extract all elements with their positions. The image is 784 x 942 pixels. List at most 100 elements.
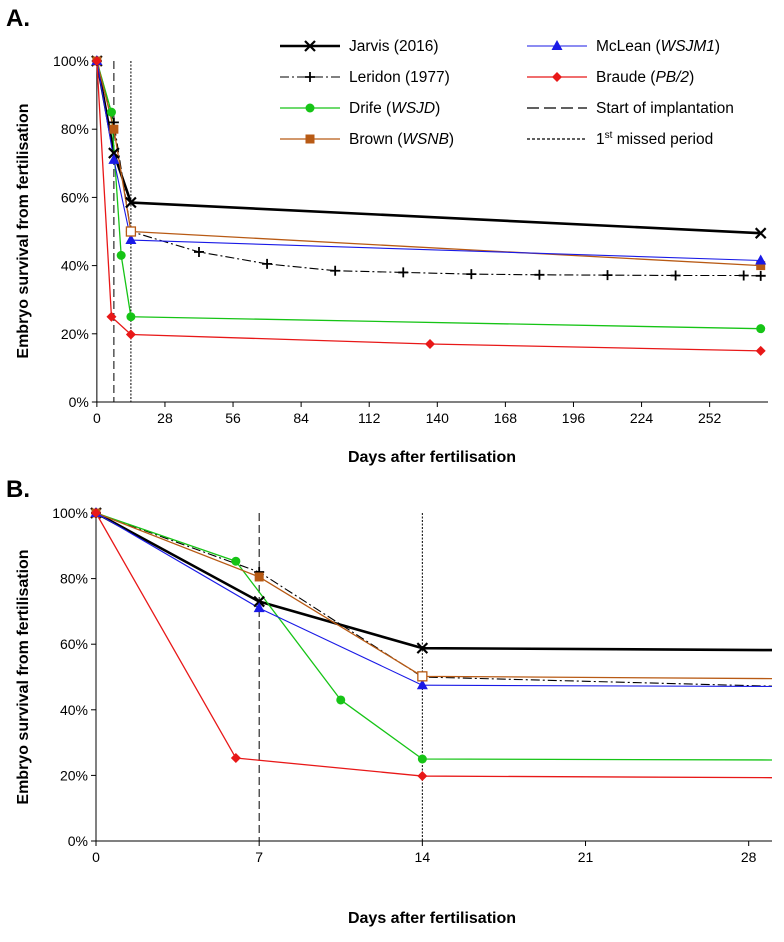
panel-b-y-axis-title: Embryo survival from fertilisation <box>15 549 32 804</box>
legend-label-drife: Drife (WSJD) <box>349 100 440 117</box>
legend-marker-mclean <box>551 40 563 50</box>
panel-a-x-tick-label: 252 <box>698 410 722 426</box>
panel-b-brown-point-hollow <box>417 671 428 682</box>
panel-b-jarvis-point <box>416 642 429 654</box>
panel-a-braude-point <box>425 339 435 350</box>
panel-a-mclean-point <box>108 153 120 164</box>
panel-b-y-tick-label: 100% <box>52 505 88 521</box>
panel-b-letter: B. <box>6 476 30 503</box>
panel-b-brown-point <box>254 572 264 582</box>
panel-a-x-tick-label: 140 <box>426 410 450 426</box>
panel-a-drife-point <box>756 324 766 334</box>
panel-a-leridon-point <box>602 270 613 281</box>
panel-a-jarvis-point <box>108 147 120 159</box>
panel-a-x-tick-label: 84 <box>293 410 309 426</box>
panel-a-drife-point <box>126 312 136 322</box>
panel-a-brown-line <box>96 60 761 267</box>
panel-a-brown-point-hollow <box>125 226 137 237</box>
panel-b-mclean-line <box>95 512 773 688</box>
panel-b-drife-point <box>231 556 241 566</box>
panel-a-y-axis-title: Embryo survival from fertilisation <box>15 103 32 358</box>
panel-a-leridon-point <box>738 270 749 281</box>
panel-b-y-tick-label: 0% <box>68 833 88 849</box>
panel-b-braude-line <box>95 512 773 779</box>
legend-label-jarvis: Jarvis (2016) <box>349 38 439 55</box>
legend-marker-drife <box>305 103 315 113</box>
panel-a-x-tick-label: 224 <box>630 410 654 426</box>
panel-a-leridon-point <box>670 270 681 281</box>
panel-b-plot: 0% 20% 40% 60% 80% 100% 0 7 14 21 28 <box>52 505 773 865</box>
legend: Jarvis (2016) Leridon (1977) Drife (WSJD) B… <box>280 38 734 148</box>
legend-item-mclean: McLean (WSJM1) <box>527 38 720 55</box>
panel-a-plot: 0% 20% 40% 60% 80% 100% 0 28 56 84 112 140 168 196 224… <box>53 53 768 426</box>
panel-b-braude-point <box>91 508 101 518</box>
panel-b-mclean-point <box>416 679 428 690</box>
panel-b-leridon-line <box>95 512 773 687</box>
panel-b: B. Embryo survival from fertilisation Da… <box>6 476 773 927</box>
legend-label-leridon: Leridon (1977) <box>349 69 450 86</box>
panel-a-braude-point <box>755 345 766 356</box>
panel-a-mclean-point <box>125 234 137 245</box>
panel-b-x-tick-label: 14 <box>415 849 431 865</box>
panel-a-x-tick-label: 112 <box>358 410 381 426</box>
legend-item-missed: 1st missed period <box>527 130 713 148</box>
legend-marker-leridon <box>305 72 315 82</box>
panel-b-drife-point <box>417 754 427 764</box>
panel-a-leridon-point <box>755 270 766 281</box>
legend-item-jarvis: Jarvis (2016) <box>280 38 439 55</box>
panel-a-jarvis-point <box>125 196 137 209</box>
legend-item-brown: Brown (WSNB) <box>280 131 454 148</box>
panel-a: A. Embryo survival from fertilisation Da… <box>6 5 768 466</box>
panel-b-y-tick-label: 20% <box>60 767 88 783</box>
panel-a-jarvis-point <box>754 227 767 239</box>
panel-a-braude-point <box>91 56 102 66</box>
panel-a-letter: A. <box>6 5 30 32</box>
legend-item-braude: Braude (PB/2) <box>527 69 694 86</box>
panel-b-mclean-point <box>253 602 265 613</box>
panel-b-drife-point <box>336 695 346 705</box>
panel-a-leridon-line <box>96 60 761 277</box>
panel-a-leridon-point <box>534 269 545 280</box>
panel-a-x-tick-label: 56 <box>225 410 241 426</box>
panel-b-x-axis-title: Days after fertilisation <box>348 910 516 927</box>
panel-a-x-tick-label: 0 <box>93 410 101 426</box>
panel-b-y-tick-label: 80% <box>60 571 88 587</box>
panel-a-x-tick-label: 196 <box>562 410 586 426</box>
legend-item-drife: Drife (WSJD) <box>280 100 440 117</box>
panel-b-x-tick-label: 7 <box>255 849 263 865</box>
panel-a-leridon-point <box>398 267 409 278</box>
legend-label-brown: Brown (WSNB) <box>349 131 454 148</box>
legend-item-leridon: Leridon (1977) <box>280 69 450 86</box>
panel-a-x-tick-label: 28 <box>157 410 173 426</box>
panel-a-drife-point <box>116 250 126 260</box>
panel-a-drife-point <box>106 107 116 117</box>
panel-a-leridon-point <box>330 265 341 276</box>
legend-marker-jarvis <box>304 40 316 52</box>
panel-a-y-tick-label: 80% <box>61 121 89 137</box>
panel-a-brown-point <box>756 261 766 271</box>
panel-a-brown-point <box>109 124 119 134</box>
panel-b-braude-point <box>230 753 241 764</box>
panel-a-leridon-point <box>262 258 273 269</box>
panel-a-braude-point <box>106 311 117 322</box>
panel-b-brown-line <box>95 512 773 680</box>
legend-label-implantation: Start of implantation <box>596 100 734 117</box>
legend-label-mclean: McLean (WSJM1) <box>596 38 720 55</box>
panel-a-mclean-point <box>755 254 767 265</box>
panel-b-jarvis-line <box>95 511 773 652</box>
legend-marker-brown <box>305 134 315 144</box>
legend-marker-braude <box>552 72 562 82</box>
panel-a-x-tick-label: 168 <box>494 410 518 426</box>
panel-a-y-tick-label: 100% <box>53 53 89 69</box>
panel-b-x-tick-label: 0 <box>92 849 100 865</box>
panel-b-braude-point <box>417 771 428 782</box>
legend-item-implantation: Start of implantation <box>527 100 734 117</box>
panel-b-x-tick-label: 28 <box>741 849 757 865</box>
panel-a-mclean-line <box>96 60 761 262</box>
panel-a-leridon-point <box>193 246 204 257</box>
panel-b-x-tick-label: 21 <box>578 849 594 865</box>
legend-label-braude: Braude (PB/2) <box>596 69 694 86</box>
panel-a-y-tick-label: 60% <box>61 189 89 205</box>
panel-a-y-tick-label: 20% <box>61 326 89 342</box>
